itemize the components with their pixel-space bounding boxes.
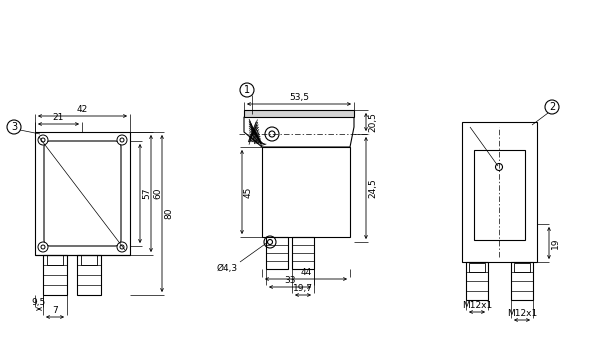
Bar xyxy=(292,237,314,269)
Text: 33: 33 xyxy=(285,276,296,285)
Circle shape xyxy=(7,120,21,134)
Text: 44: 44 xyxy=(300,268,311,277)
Bar xyxy=(47,255,63,265)
Bar xyxy=(511,262,533,300)
Circle shape xyxy=(120,138,124,142)
Circle shape xyxy=(495,163,503,171)
Text: 19,7: 19,7 xyxy=(293,284,313,293)
Text: 9,5: 9,5 xyxy=(32,298,46,307)
FancyBboxPatch shape xyxy=(44,141,121,246)
Text: 42: 42 xyxy=(77,105,88,114)
Circle shape xyxy=(120,245,124,249)
Bar xyxy=(514,263,530,272)
Text: M12x1: M12x1 xyxy=(462,301,492,310)
Bar xyxy=(43,255,67,295)
Circle shape xyxy=(545,100,559,114)
Bar xyxy=(469,263,485,272)
Circle shape xyxy=(240,83,254,97)
Bar xyxy=(462,122,537,262)
Bar xyxy=(466,262,488,300)
Circle shape xyxy=(38,242,48,252)
Circle shape xyxy=(268,240,273,245)
Text: Ø4,3: Ø4,3 xyxy=(217,264,238,273)
Circle shape xyxy=(41,138,45,142)
Circle shape xyxy=(265,127,279,141)
Bar xyxy=(266,237,288,269)
Circle shape xyxy=(269,131,275,137)
Text: 57: 57 xyxy=(142,188,151,199)
Circle shape xyxy=(117,135,127,145)
Circle shape xyxy=(41,245,45,249)
Text: 3: 3 xyxy=(11,122,17,132)
Circle shape xyxy=(117,242,127,252)
Bar xyxy=(474,150,525,240)
Text: M12x1: M12x1 xyxy=(507,309,537,318)
Text: 45: 45 xyxy=(244,186,253,198)
Text: 24,5: 24,5 xyxy=(368,178,377,198)
Polygon shape xyxy=(244,117,354,147)
Text: 20,5: 20,5 xyxy=(368,112,377,132)
Text: 80: 80 xyxy=(164,208,173,219)
Bar xyxy=(77,255,101,295)
Text: 1: 1 xyxy=(244,85,250,95)
Text: 7: 7 xyxy=(52,306,58,315)
Text: 60: 60 xyxy=(153,188,162,199)
Bar xyxy=(244,110,354,117)
Circle shape xyxy=(38,135,48,145)
Circle shape xyxy=(264,236,276,248)
Bar xyxy=(81,255,97,265)
Text: 2: 2 xyxy=(549,102,555,112)
Text: 53,5: 53,5 xyxy=(289,93,309,102)
Bar xyxy=(262,147,350,237)
Text: 19: 19 xyxy=(551,237,560,249)
Bar xyxy=(35,132,130,255)
Text: 21: 21 xyxy=(53,113,64,122)
